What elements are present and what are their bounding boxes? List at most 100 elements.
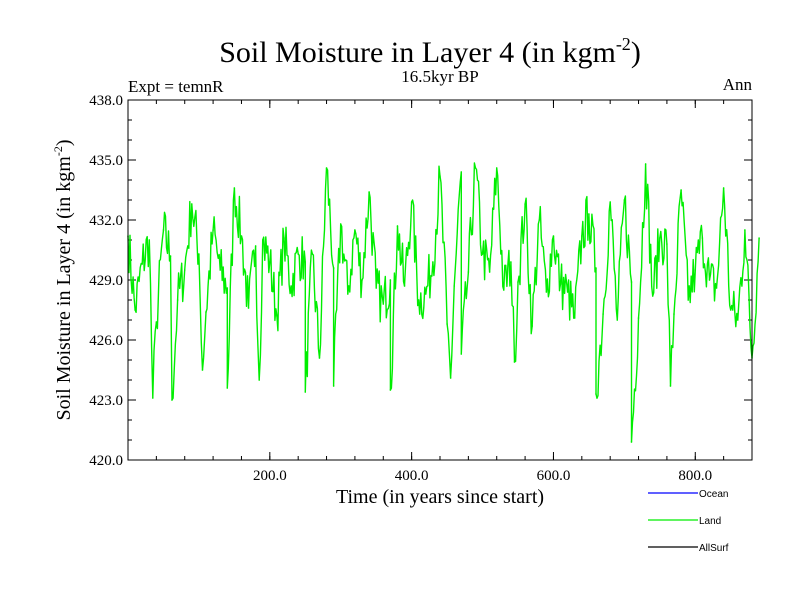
x-tick-label: 200.0 xyxy=(253,468,287,484)
series-land-point xyxy=(354,229,356,231)
x-tick-label: 600.0 xyxy=(537,468,571,484)
series-land-point xyxy=(155,321,158,323)
series-land-point xyxy=(669,385,672,387)
series-land-point xyxy=(694,269,697,271)
series-land-point xyxy=(538,219,541,221)
series-land-point xyxy=(169,255,172,257)
series-land-point xyxy=(261,239,264,241)
series-land-point xyxy=(389,389,392,391)
series-land-point xyxy=(375,287,377,289)
series-land-point xyxy=(666,243,668,245)
plot-frame xyxy=(127,99,753,461)
series-land-point xyxy=(566,291,569,293)
legend-label-land: Land xyxy=(699,516,721,527)
x-axis-label: Time (in years since start) xyxy=(336,486,544,508)
series-land-point xyxy=(290,285,292,287)
y-axis-label-main: Soil Moisture in Layer 4 (in kgm xyxy=(53,156,75,421)
series-land-point xyxy=(205,311,207,313)
series-land-point xyxy=(396,225,399,227)
series-land-point xyxy=(595,393,597,395)
chart-title-suffix: ) xyxy=(631,36,641,69)
series-land-point xyxy=(361,279,363,281)
series-land-point xyxy=(588,213,590,215)
series-land-point xyxy=(162,229,165,231)
series-land-point xyxy=(581,235,583,237)
series-land-point xyxy=(297,253,299,255)
series-land-point xyxy=(708,279,711,281)
series-land-point xyxy=(332,385,335,387)
series-land-point xyxy=(715,287,718,289)
series-land-point xyxy=(276,315,278,317)
series-land-point xyxy=(616,319,619,321)
series-land-point xyxy=(148,239,151,241)
series-land-point xyxy=(325,167,328,169)
series-land-point xyxy=(673,313,675,315)
series-land-point xyxy=(311,253,314,255)
series-land-point xyxy=(729,309,732,311)
x-tick-label: 800.0 xyxy=(678,468,712,484)
series-land-point xyxy=(559,283,562,285)
series-land-point xyxy=(659,237,661,239)
series-land-point xyxy=(602,313,604,315)
series-land-point xyxy=(722,187,725,189)
series-land-point xyxy=(481,253,484,255)
series-land-point xyxy=(737,319,739,321)
y-axis-label-superscript: -2 xyxy=(51,146,65,156)
series-land-point xyxy=(332,267,335,269)
series-land-point xyxy=(368,191,370,193)
series-land-point xyxy=(152,397,154,399)
series-land-point xyxy=(488,271,491,273)
series-land-point xyxy=(347,293,349,295)
series-land-point xyxy=(573,317,576,319)
series-land-point xyxy=(389,279,392,281)
series-land-point xyxy=(176,299,179,301)
series-land-point xyxy=(513,361,516,363)
legend: Ocean Land AllSurf xyxy=(648,489,729,554)
y-tick-label: 420.0 xyxy=(89,453,123,469)
series-land-point xyxy=(183,269,186,271)
series-land-point xyxy=(460,353,463,355)
series-land-point xyxy=(744,229,746,231)
series-land-point xyxy=(552,235,555,237)
series-land-line xyxy=(127,162,760,443)
y-tick-label: 426.0 xyxy=(89,333,123,349)
series-land-point xyxy=(644,163,647,165)
series-land-point xyxy=(233,187,236,189)
series-land-point xyxy=(531,325,533,327)
series-land-point xyxy=(198,253,200,255)
series-land-point xyxy=(304,261,307,263)
series-land-point xyxy=(226,287,229,289)
series-land-point xyxy=(449,377,452,379)
series-land-point xyxy=(339,223,342,225)
series-land-point xyxy=(467,271,470,273)
series-land-point xyxy=(609,201,611,203)
chart-title: Soil Moisture in Layer 4 (in kgm-2) xyxy=(219,34,641,69)
series-land-point xyxy=(474,167,477,169)
y-tick-label: 438.0 xyxy=(89,93,123,109)
series-land-point xyxy=(524,203,526,205)
chart-title-superscript: -2 xyxy=(616,34,631,54)
series-land-point xyxy=(219,269,221,271)
plot-ticks: 420.0 423.0 426.0 429.0 432.0 435.0 438.0 200.0… xyxy=(89,93,752,484)
series-land-point xyxy=(630,441,633,443)
series-land-point xyxy=(432,261,434,263)
series-land-point xyxy=(134,309,136,311)
series-land-point xyxy=(623,199,626,201)
series-land-point xyxy=(318,357,321,359)
series-land-point xyxy=(247,307,250,309)
series-land-point xyxy=(687,299,689,301)
right-annotation: Ann xyxy=(723,75,753,94)
plot-series xyxy=(127,162,760,443)
series-land-point xyxy=(304,391,307,393)
series-land-point xyxy=(495,167,498,169)
series-land-point xyxy=(226,387,229,389)
series-land-point xyxy=(651,295,654,297)
series-land-point xyxy=(453,285,455,287)
series-land-point xyxy=(680,189,682,191)
series-land-point xyxy=(545,291,548,293)
series-land-point xyxy=(595,267,597,269)
y-axis-label: Soil Moisture in Layer 4 (in kgm-2) xyxy=(51,139,75,420)
series-land-point xyxy=(171,399,173,401)
series-land-point xyxy=(439,175,441,177)
